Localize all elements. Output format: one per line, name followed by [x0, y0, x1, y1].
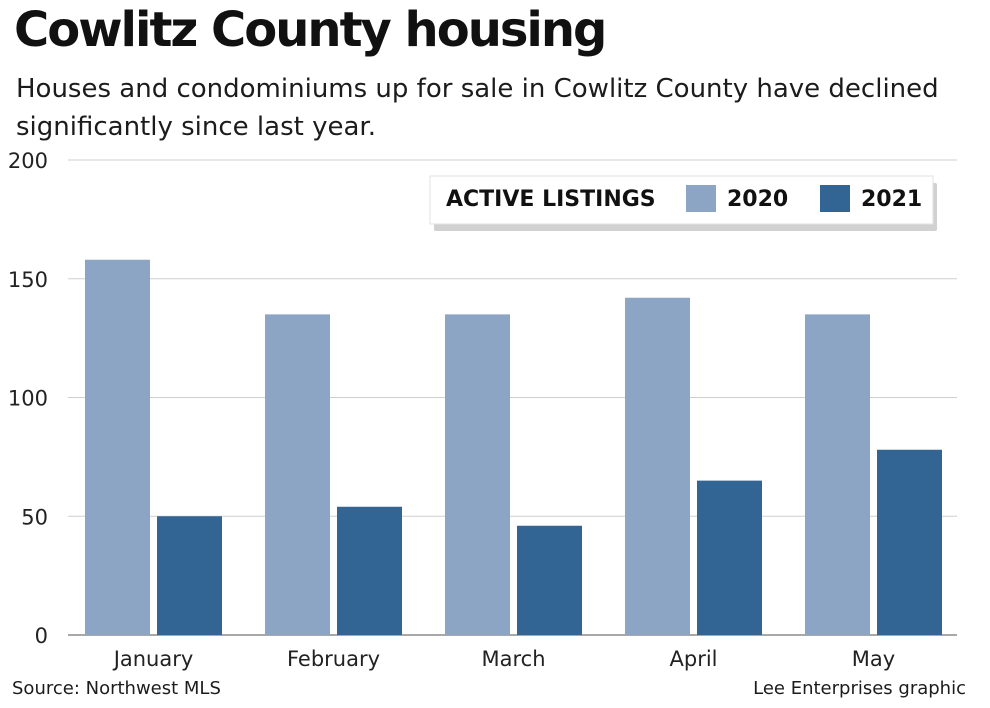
- y-tick-label: 150: [8, 268, 48, 292]
- x-tick-label: January: [112, 647, 194, 671]
- y-axis-tick-labels: 0 50 100 150 200: [8, 149, 48, 648]
- source-note: Source: Northwest MLS: [12, 678, 221, 699]
- bar-2020-february: [265, 314, 330, 635]
- chart-title: Cowlitz County housing: [14, 2, 607, 58]
- legend-label-2021: 2021: [861, 187, 922, 212]
- x-tick-label: March: [481, 647, 545, 671]
- bar-2021-january: [157, 516, 222, 635]
- legend-title: ACTIVE LISTINGS: [446, 187, 656, 212]
- bar-2020-march: [445, 314, 510, 635]
- y-tick-label: 100: [8, 387, 48, 411]
- chart-subtitle: Houses and condominiums up for sale in C…: [16, 74, 939, 142]
- y-tick-label: 0: [35, 624, 48, 648]
- bar-2021-may: [877, 449, 942, 635]
- x-tick-label: May: [852, 647, 895, 671]
- x-tick-label: April: [670, 647, 718, 671]
- bar-2020-april: [625, 297, 690, 635]
- bar-2021-march: [517, 525, 582, 635]
- legend-swatch-2021: [820, 185, 850, 212]
- bar-2020-may: [805, 314, 870, 635]
- x-axis-tick-labels: January February March April May: [112, 647, 896, 671]
- credit-note: Lee Enterprises graphic: [753, 678, 966, 699]
- legend: ACTIVE LISTINGS 2020 2021: [429, 175, 937, 231]
- y-tick-label: 50: [21, 505, 48, 529]
- y-tick-label: 200: [8, 149, 48, 173]
- legend-label-2020: 2020: [727, 187, 788, 212]
- x-tick-label: February: [287, 647, 380, 671]
- bar-2021-february: [337, 506, 402, 635]
- bar-2021-april: [697, 480, 762, 635]
- bar-2020-january: [85, 259, 150, 635]
- bars: [85, 259, 942, 635]
- legend-swatch-2020: [686, 185, 716, 212]
